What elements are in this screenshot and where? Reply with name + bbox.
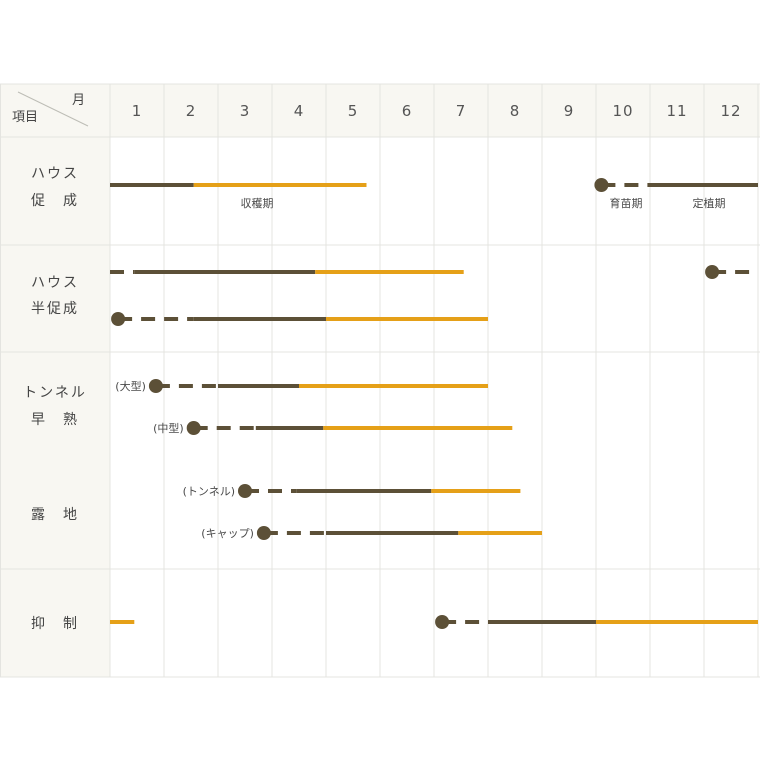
sowing-marker [256,526,271,540]
category-label: 半促成 [31,301,79,317]
corner-item-label: 項目 [12,110,38,125]
category-label: 露 地 [31,507,79,523]
month-header-5: 5 [348,102,359,120]
period-label-nursery: 育苗期 [610,196,643,210]
category-label: トンネル [23,385,87,401]
category-label: ハウス [31,166,79,182]
category-label: 抑 制 [31,616,79,632]
row-label: (中型) [153,421,184,435]
month-header-2: 2 [186,102,197,120]
sowing-marker [238,484,252,498]
period-label-harvest: 収穫期 [241,197,274,210]
sowing-marker [594,178,609,192]
month-header-10: 10 [612,102,633,120]
row-label: (トンネル) [183,485,235,498]
category-label: 促 成 [31,193,79,209]
sowing-marker [148,379,163,393]
month-header-3: 3 [240,102,251,120]
period-label-planting: 定植期 [693,196,726,210]
sowing-marker [186,421,201,435]
row-label: (大型) [115,379,146,393]
category-label: 早 熟 [31,412,79,428]
sowing-marker [435,615,450,629]
category-column-background [0,137,110,677]
month-header-9: 9 [564,102,575,120]
month-header-1: 1 [132,102,143,120]
corner-diagonal-line [17,91,89,127]
corner-month-label: 月 [72,93,85,108]
category-label: ハウス [31,275,79,291]
month-header-8: 8 [510,102,521,120]
sowing-marker [111,312,126,326]
sowing-marker [705,265,720,279]
month-header-7: 7 [456,102,467,120]
month-header-6: 6 [402,102,413,120]
row-label: (キャップ) [201,527,254,540]
month-header-12: 12 [720,102,741,120]
month-header-11: 11 [666,102,687,120]
month-header-4: 4 [294,102,305,120]
